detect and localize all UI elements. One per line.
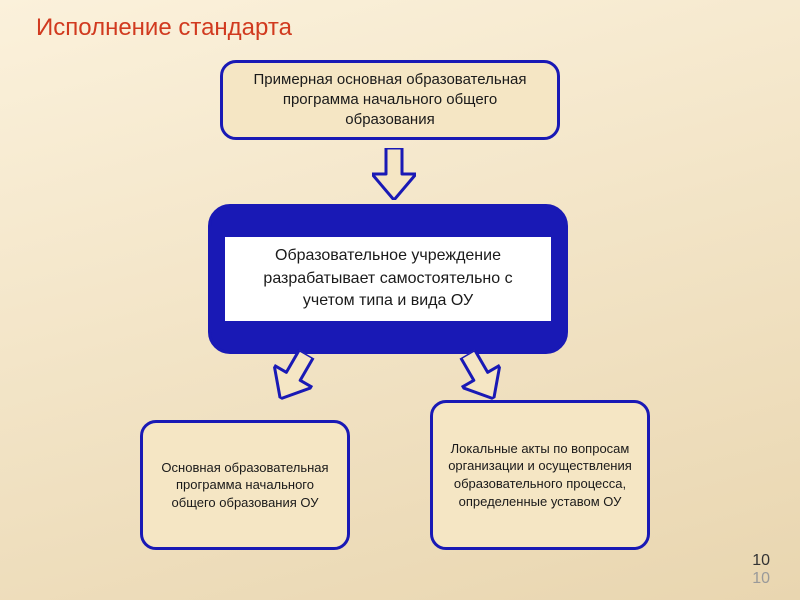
box-middle-inner: Образовательное учреждение разрабатывает…: [225, 237, 551, 320]
box-middle-text: Образовательное учреждение разрабатывает…: [263, 247, 512, 309]
box-bottom-left: Основная образовательная программа начал…: [140, 420, 350, 550]
box-top: Примерная основная образовательная прогр…: [220, 60, 560, 140]
arrow-down-icon: [372, 148, 416, 205]
box-bottom-right: Локальные акты по вопросам организации и…: [430, 400, 650, 550]
page-number-dark: 10: [752, 552, 770, 570]
box-bottom-left-text: Основная образовательная программа начал…: [157, 459, 333, 512]
box-middle: Образовательное учреждение разрабатывает…: [208, 204, 568, 354]
slide-title: Исполнение стандарта: [36, 14, 292, 42]
box-bottom-right-text: Локальные акты по вопросам организации и…: [447, 440, 633, 510]
page-number-light: 10: [752, 570, 770, 588]
box-top-text: Примерная основная образовательная прогр…: [237, 70, 543, 131]
